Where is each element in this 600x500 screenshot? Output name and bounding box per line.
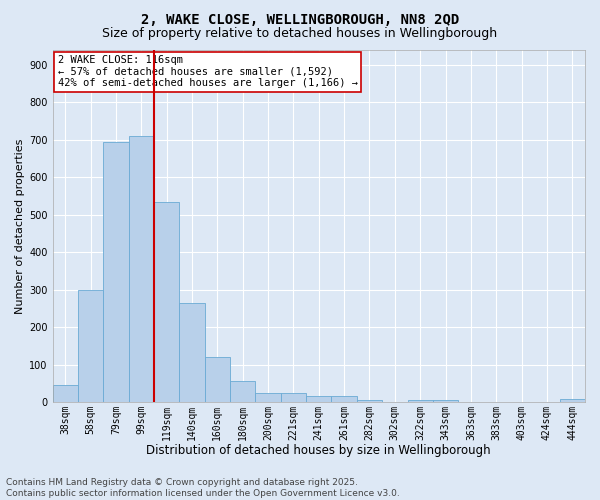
Text: 2, WAKE CLOSE, WELLINGBOROUGH, NN8 2QD: 2, WAKE CLOSE, WELLINGBOROUGH, NN8 2QD (141, 12, 459, 26)
Bar (331, 396, 357, 402)
Bar (256, 393, 281, 402)
Y-axis label: Number of detached properties: Number of detached properties (15, 138, 25, 314)
Bar (154, 202, 179, 402)
Bar (560, 400, 585, 402)
Bar (230, 380, 256, 402)
Text: Contains HM Land Registry data © Crown copyright and database right 2025.
Contai: Contains HM Land Registry data © Crown c… (6, 478, 400, 498)
Bar (433, 400, 458, 402)
Bar (53, 386, 78, 402)
Text: Size of property relative to detached houses in Wellingborough: Size of property relative to detached ho… (103, 28, 497, 40)
Bar (357, 400, 382, 402)
Bar (128, 136, 154, 402)
Bar (179, 303, 205, 402)
Bar (306, 396, 331, 402)
X-axis label: Distribution of detached houses by size in Wellingborough: Distribution of detached houses by size … (146, 444, 491, 458)
Bar (103, 142, 128, 403)
Bar (78, 290, 103, 403)
Bar (205, 358, 230, 403)
Bar (281, 393, 306, 402)
Text: 2 WAKE CLOSE: 116sqm
← 57% of detached houses are smaller (1,592)
42% of semi-de: 2 WAKE CLOSE: 116sqm ← 57% of detached h… (58, 56, 358, 88)
Bar (407, 400, 433, 402)
